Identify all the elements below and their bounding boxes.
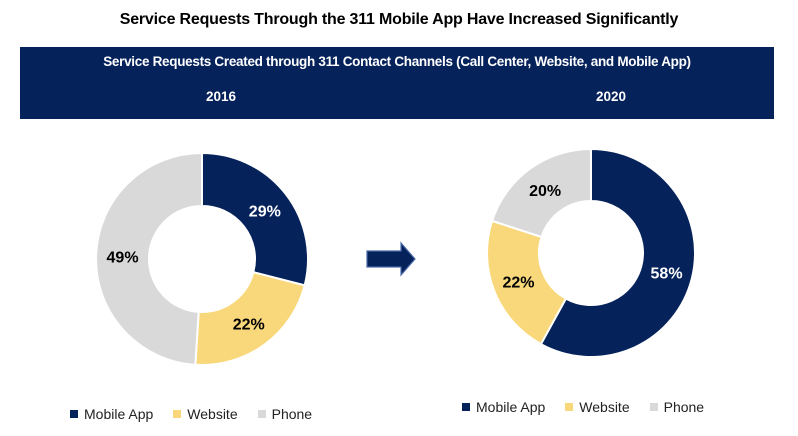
slice-phone [490,147,592,239]
slice-website [486,219,568,346]
legend-item-phone: Phone [257,406,313,422]
legend-item-mobile-app: Mobile App [462,399,545,415]
legend-2016: Mobile App Website Phone [70,406,332,422]
legend-item-mobile-app: Mobile App [70,406,153,422]
data-label-website: 22% [502,275,534,292]
slice-mobile-app [201,151,309,287]
legend-label: Mobile App [84,406,154,422]
right-arrow-icon [366,241,416,277]
legend-label: Phone [663,399,705,415]
legend-item-website: Website [173,406,238,422]
data-label-phone: 49% [107,250,139,267]
legend-swatch-website [565,403,574,411]
donut-chart-2016: 29% 22% 49% [95,151,309,366]
legend-swatch-mobile-app [462,403,470,411]
data-label-website: 22% [233,316,265,333]
legend-swatch-phone [649,403,658,411]
legend-swatch-phone [257,410,266,418]
legend-label: Phone [271,406,313,422]
data-label-mobile-app: 29% [249,203,281,220]
chart-subtitle: Service Requests Created through 311 Con… [103,54,691,69]
legend-item-website: Website [565,399,630,415]
legend-label: Website [579,399,630,415]
header-banner: Service Requests Created through 311 Con… [20,47,774,119]
data-label-phone: 20% [529,183,561,200]
legend-label: Website [187,406,238,422]
legend-item-phone: Phone [649,399,705,415]
legend-2020: Mobile App Website Phone [462,399,724,415]
legend-swatch-website [173,410,182,418]
legend-label: Mobile App [476,399,546,415]
chart-title: Service Requests Through the 311 Mobile … [119,11,679,28]
slice-website [194,270,306,366]
year-label-2020: 2020 [595,89,627,104]
year-label-2016: 2016 [205,89,237,104]
data-label-mobile-app: 58% [651,265,683,282]
slice-phone [95,151,203,366]
donut-chart-2020: 58% 22% 20% [486,147,696,358]
slice-mobile-app [539,147,696,358]
legend-swatch-mobile-app [70,410,78,418]
